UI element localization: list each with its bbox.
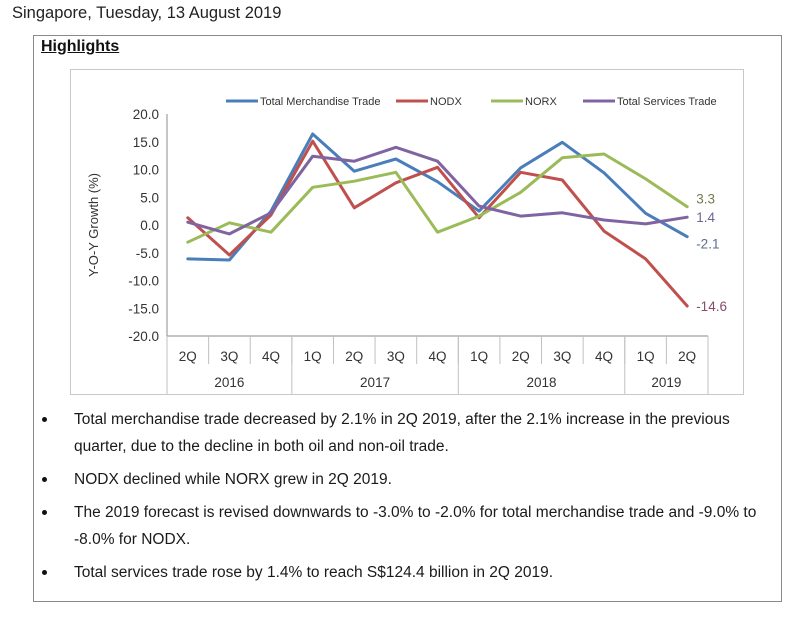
y-tick-label: -10.0 <box>128 274 159 289</box>
bullet-text: Total merchandise trade decreased by 2.1… <box>74 411 730 455</box>
x-tick-label: 3Q <box>553 349 571 364</box>
y-axis: 20.0 15.0 10.0 5.0 0.0 -5.0 -10.0 -15.0 -20.0 <box>128 107 168 344</box>
legend-label: Total Merchandise Trade <box>260 96 380 108</box>
y-axis-label: Y-O-Y Growth (%) <box>86 173 101 277</box>
bullet-dot-icon <box>42 477 47 482</box>
y-tick-label: 20.0 <box>133 107 159 122</box>
x-tick-label: 1Q <box>637 349 655 364</box>
bullet-dot-icon <box>42 570 47 575</box>
x-tick-label: 1Q <box>470 349 488 364</box>
x-axis: 2Q 3Q 4Q 1Q 2Q 3Q 4Q 1Q 2Q 3Q 4Q 1Q 2Q 2016 2017 2018 20… <box>166 335 709 394</box>
x-tick-label: 3Q <box>220 349 238 364</box>
x-tick-label: 2Q <box>512 349 530 364</box>
bullet-dot-icon <box>42 417 47 422</box>
y-tick-label: 5.0 <box>140 190 159 205</box>
legend: Total Merchandise Trade NODX NORX Total Ser… <box>226 96 717 108</box>
series-line <box>186 152 689 244</box>
y-tick-label: 0.0 <box>140 218 159 233</box>
bullet-dot-icon <box>42 510 47 515</box>
line-chart: Total Merchandise Trade NODX NORX Total Ser… <box>86 96 727 394</box>
series-lines <box>186 132 689 308</box>
dateline: Singapore, Tuesday, 13 August 2019 <box>12 4 282 22</box>
x-year-label: 2017 <box>360 375 390 390</box>
y-tick-label: -5.0 <box>136 246 159 261</box>
highlights-list: Total merchandise trade decreased by 2.1… <box>42 406 782 592</box>
legend-label: Total Services Trade <box>617 96 717 108</box>
bullet-item: Total merchandise trade decreased by 2.1… <box>42 406 782 460</box>
x-tick-label: 4Q <box>262 349 280 364</box>
bullet-text: The 2019 forecast is revised downwards t… <box>74 504 757 548</box>
x-year-label: 2019 <box>651 375 681 390</box>
bullet-text: Total services trade rose by 1.4% to rea… <box>74 564 554 581</box>
chart-container: Total Merchandise Trade NODX NORX Total Ser… <box>70 69 744 395</box>
end-value-label: -2.1 <box>696 237 719 252</box>
end-value-label: -14.6 <box>696 299 727 314</box>
bullet-item: Total services trade rose by 1.4% to rea… <box>42 559 782 586</box>
legend-label: NODX <box>430 96 462 108</box>
x-year-label: 2018 <box>527 375 557 390</box>
y-tick-label: -20.0 <box>128 329 159 344</box>
end-labels: -2.1 -14.6 3.3 1.4 <box>696 192 727 314</box>
x-tick-label: 4Q <box>595 349 613 364</box>
highlights-box <box>33 35 782 602</box>
x-year-label: 2016 <box>214 375 244 390</box>
end-value-label: 3.3 <box>696 192 715 207</box>
series-line <box>186 132 689 262</box>
bullet-item: NODX declined while NORX grew in 2Q 2019… <box>42 466 782 493</box>
x-tick-label: 3Q <box>387 349 405 364</box>
x-tick-label: 2Q <box>678 349 696 364</box>
section-title: Highlights <box>41 38 120 55</box>
y-tick-label: -15.0 <box>128 301 159 316</box>
x-tick-label: 4Q <box>428 349 446 364</box>
y-tick-label: 10.0 <box>133 163 159 178</box>
x-tick-label: 2Q <box>345 349 363 364</box>
x-tick-label: 1Q <box>304 349 322 364</box>
series-line <box>186 145 689 236</box>
x-tick-label: 2Q <box>179 349 197 364</box>
legend-label: NORX <box>525 96 557 108</box>
bullet-item: The 2019 forecast is revised downwards t… <box>42 499 782 553</box>
y-tick-label: 15.0 <box>133 135 159 150</box>
end-value-label: 1.4 <box>696 210 715 225</box>
bullet-text: NODX declined while NORX grew in 2Q 2019… <box>74 471 392 488</box>
series-line <box>186 139 689 308</box>
